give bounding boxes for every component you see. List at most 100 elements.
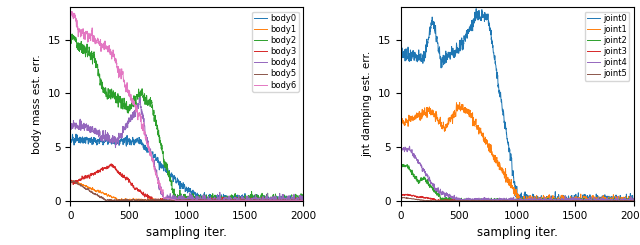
joint3 — [537, 199, 545, 202]
joint3 — [589, 199, 596, 202]
Line: joint4: joint4 — [401, 146, 634, 201]
X-axis label: sampling iter.: sampling iter. — [147, 226, 227, 239]
body2 — [88, 54, 95, 57]
joint4 — [397, 164, 404, 167]
joint4 — [537, 198, 545, 201]
joint0 — [403, 50, 410, 53]
joint4 — [458, 199, 466, 202]
joint5 — [537, 199, 545, 202]
body0 — [153, 158, 161, 160]
body5 — [79, 186, 87, 189]
body0 — [79, 142, 87, 145]
joint1 — [630, 198, 637, 201]
body1 — [67, 188, 74, 191]
joint5 — [410, 197, 417, 200]
body6 — [68, 10, 76, 13]
joint0 — [630, 199, 637, 202]
body5 — [259, 199, 266, 202]
joint0 — [410, 54, 417, 57]
body0 — [207, 195, 214, 198]
joint5 — [418, 198, 426, 201]
body2 — [173, 199, 180, 202]
body3 — [153, 199, 161, 202]
body1 — [72, 181, 79, 184]
joint5 — [397, 196, 405, 199]
body0 — [210, 199, 218, 202]
joint2 — [410, 173, 417, 176]
joint0 — [472, 7, 480, 10]
body4 — [259, 198, 266, 201]
joint0 — [589, 198, 596, 201]
body5 — [207, 199, 214, 202]
joint4 — [630, 199, 637, 202]
body1 — [207, 199, 214, 202]
body3 — [207, 196, 214, 199]
joint2 — [457, 199, 465, 202]
Legend: joint0, joint1, joint2, joint3, joint4, joint5: joint0, joint1, joint2, joint3, joint4, … — [585, 12, 629, 81]
body3 — [259, 196, 266, 199]
body0 — [300, 199, 307, 202]
joint4 — [418, 164, 426, 167]
body3 — [153, 198, 161, 201]
joint1 — [516, 199, 524, 202]
joint4 — [589, 199, 596, 202]
Line: body0: body0 — [70, 134, 303, 201]
joint2 — [484, 198, 492, 201]
joint3 — [397, 196, 404, 199]
body4 — [87, 127, 95, 130]
body3 — [67, 189, 74, 192]
body6 — [79, 27, 87, 30]
joint5 — [397, 197, 404, 200]
joint1 — [397, 143, 404, 146]
body0 — [67, 169, 74, 172]
joint1 — [589, 198, 596, 201]
joint4 — [406, 145, 413, 148]
body5 — [153, 198, 161, 201]
body4 — [79, 124, 87, 127]
Line: body1: body1 — [70, 181, 303, 201]
Line: body3: body3 — [70, 164, 303, 201]
joint0 — [397, 102, 404, 105]
body5 — [72, 181, 79, 184]
joint5 — [630, 199, 637, 202]
body2 — [68, 33, 76, 36]
body4 — [67, 148, 74, 151]
joint2 — [397, 162, 405, 165]
Line: joint0: joint0 — [401, 9, 634, 201]
body3 — [79, 178, 87, 181]
joint1 — [410, 116, 417, 119]
body5 — [67, 188, 74, 191]
Legend: body0, body1, body2, body3, body4, body5, body6: body0, body1, body2, body3, body4, body5… — [252, 12, 299, 92]
body2 — [79, 52, 87, 55]
joint0 — [484, 16, 492, 19]
body2 — [300, 199, 307, 202]
body1 — [88, 187, 95, 190]
Line: body5: body5 — [70, 181, 303, 201]
joint4 — [484, 199, 492, 202]
body4 — [136, 96, 144, 99]
body2 — [67, 93, 74, 96]
body5 — [169, 199, 177, 202]
body6 — [258, 199, 266, 202]
Line: joint5: joint5 — [401, 197, 634, 201]
Y-axis label: body mass est. err.: body mass est. err. — [32, 54, 42, 154]
joint1 — [418, 118, 426, 121]
body2 — [153, 126, 161, 129]
body6 — [300, 199, 307, 202]
joint5 — [589, 199, 596, 202]
X-axis label: sampling iter.: sampling iter. — [477, 226, 557, 239]
body1 — [68, 179, 76, 182]
body3 — [300, 198, 307, 201]
body0 — [72, 133, 80, 135]
joint3 — [410, 194, 417, 197]
joint2 — [397, 174, 404, 177]
joint4 — [410, 154, 417, 157]
Line: joint3: joint3 — [401, 194, 634, 201]
joint3 — [418, 195, 426, 198]
joint1 — [403, 119, 410, 122]
body6 — [67, 108, 74, 111]
body6 — [153, 175, 161, 178]
joint0 — [537, 198, 545, 201]
Y-axis label: jnt damping est. err.: jnt damping est. err. — [362, 51, 372, 157]
body1 — [144, 199, 152, 202]
